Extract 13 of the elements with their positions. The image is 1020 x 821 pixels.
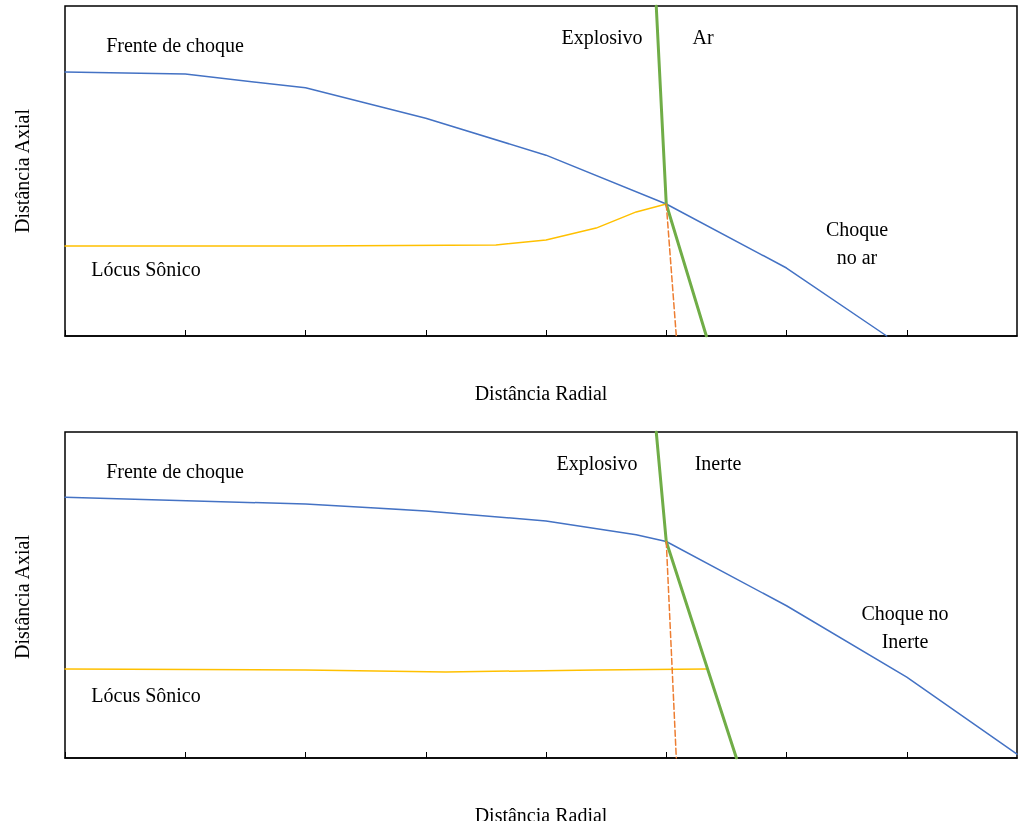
annotation: Choque no Inerte	[861, 602, 949, 652]
y-axis-title: Distância Axial	[11, 534, 33, 659]
annotation: Inerte	[694, 452, 742, 474]
x-axis-title: Distância Radial	[474, 382, 608, 404]
annotation: Explosivo	[561, 26, 643, 49]
annotation: Explosivo	[556, 452, 638, 475]
annotation: Choque no ar	[825, 218, 889, 268]
y-axis-title: Distância Axial	[11, 108, 33, 233]
annotation: Ar	[692, 26, 714, 48]
annotation: Lócus Sônico	[91, 684, 201, 706]
annotation: Frente de choque	[106, 34, 244, 57]
annotation: Frente de choque	[106, 460, 244, 483]
annotation: Lócus Sônico	[91, 258, 201, 280]
